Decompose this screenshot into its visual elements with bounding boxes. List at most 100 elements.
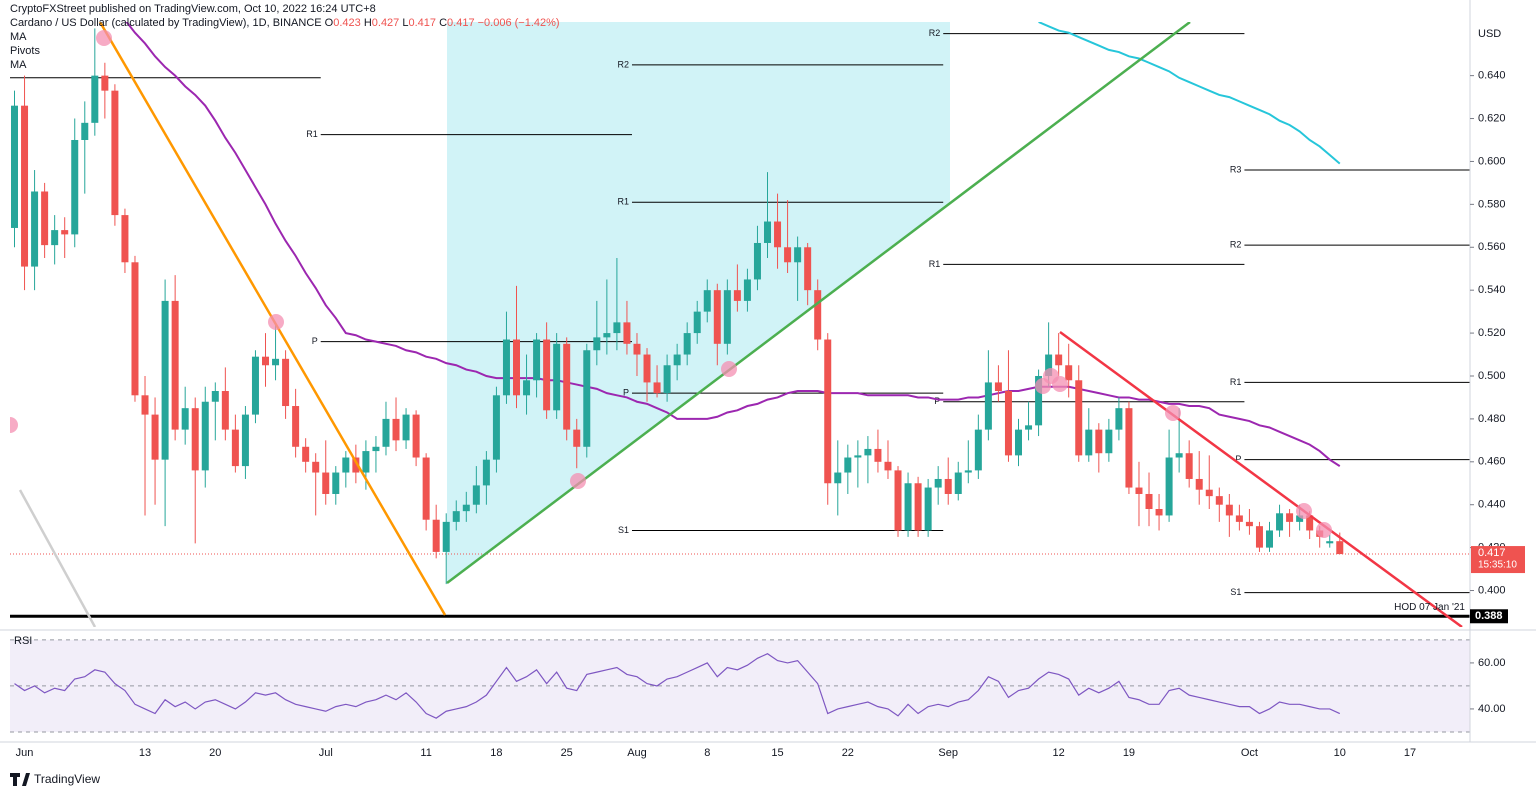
- pivot-label: R1: [1230, 377, 1242, 387]
- candle-body: [1045, 354, 1053, 376]
- y-tick-label: 0.640: [1478, 70, 1506, 82]
- x-tick-label: 22: [842, 747, 854, 759]
- shaded-zone: [447, 22, 950, 583]
- candle-body: [543, 339, 551, 411]
- y-tick-label: 0.460: [1478, 456, 1506, 468]
- candle-body: [111, 90, 119, 216]
- candle-body: [1195, 478, 1203, 490]
- drawing-layer: [10, 22, 1463, 627]
- brand: TradingView: [10, 772, 100, 786]
- last-price-value: 0.417: [1478, 547, 1506, 559]
- candle-body: [11, 105, 18, 228]
- publisher: CryptoFXStreet published on TradingView.…: [10, 3, 376, 15]
- touch-marker: [721, 361, 737, 377]
- level-label: HOD 07 Jan '21: [1394, 602, 1465, 613]
- ohlc-value: 0.427: [371, 17, 400, 29]
- touch-marker: [1316, 522, 1332, 538]
- y-tick-label: 0.440: [1478, 499, 1506, 511]
- axes: USD RSI 0.4000.4200.4400.4600.4800.5000.…: [0, 0, 1536, 759]
- candle-body: [523, 380, 531, 396]
- rsi-tick-label: 40.00: [1478, 703, 1506, 715]
- candle-body: [121, 215, 129, 263]
- candle-body: [1235, 515, 1243, 522]
- trend-line: [18, 489, 97, 627]
- pivot-label: R2: [617, 59, 629, 69]
- candle-body: [221, 391, 229, 430]
- candle-body: [1004, 391, 1012, 456]
- candle-body: [1175, 453, 1183, 458]
- candle-body: [211, 391, 219, 402]
- candle-body: [593, 337, 601, 351]
- x-tick-label: 15: [771, 747, 783, 759]
- pivot-label: P: [934, 396, 940, 406]
- candle-body: [1165, 457, 1173, 516]
- candle-body: [1145, 493, 1153, 510]
- candle-body: [874, 448, 882, 462]
- candle-body: [191, 408, 199, 471]
- x-tick-label: Jun: [16, 747, 34, 759]
- x-tick-label: 20: [209, 747, 221, 759]
- pivot-label: R1: [929, 259, 941, 269]
- x-tick-label: Oct: [1241, 747, 1258, 759]
- candle-body: [412, 414, 420, 458]
- candle-body: [151, 414, 159, 460]
- legend-item: MA: [10, 31, 27, 43]
- trend-line: [1059, 330, 1463, 627]
- candle-body: [713, 290, 721, 344]
- rsi-line: [14, 653, 1341, 719]
- ma-line: [125, 22, 1341, 467]
- candle-body: [1296, 515, 1304, 522]
- candle-body: [743, 279, 751, 301]
- candle-body: [452, 511, 460, 522]
- candle-body: [71, 139, 79, 235]
- candle-body: [131, 262, 139, 396]
- trend-line: [446, 22, 1191, 584]
- candle-body: [21, 105, 29, 267]
- ohlc-label: H: [363, 17, 372, 29]
- candle-body: [462, 504, 470, 512]
- candle-body: [432, 519, 440, 552]
- x-tick-label: 19: [1123, 747, 1135, 759]
- last-price-badge: [1471, 546, 1525, 574]
- candle-body: [764, 221, 771, 243]
- candle-body: [1125, 408, 1133, 488]
- candle-body: [472, 485, 480, 505]
- touch-marker: [570, 473, 586, 489]
- candle-body: [502, 339, 510, 396]
- candle-body: [1025, 425, 1033, 430]
- candle-body: [61, 230, 69, 235]
- candle-body: [262, 356, 269, 366]
- candle-body: [643, 354, 651, 383]
- candle-body: [1155, 509, 1163, 516]
- x-tick-label: 8: [704, 747, 710, 759]
- candle-body: [794, 247, 802, 263]
- rsi-pane: [10, 639, 1470, 733]
- candle-body: [201, 401, 209, 471]
- candle-body: [1336, 541, 1344, 555]
- level-layer: P R1 P R2 R1 P S1 R2 R1 P R3 R2 R1 P S1: [10, 28, 1470, 618]
- candle-body: [974, 429, 982, 471]
- candle-body: [934, 478, 942, 488]
- candle-body: [161, 300, 169, 460]
- background-layer: [447, 22, 950, 583]
- candle-body: [1276, 513, 1284, 531]
- candle-body: [944, 478, 952, 494]
- pivot-label: R2: [929, 28, 941, 38]
- touch-marker: [96, 30, 112, 46]
- candle-body: [603, 333, 611, 338]
- candle-body: [573, 429, 581, 447]
- candle-body: [302, 446, 310, 462]
- x-tick-label: 11: [420, 747, 431, 759]
- candle-body: [231, 429, 239, 467]
- candle-body: [673, 354, 681, 366]
- y-tick-label: 0.620: [1478, 112, 1506, 124]
- ohlc-value: 0.417: [408, 17, 437, 29]
- candle-body: [282, 358, 290, 407]
- candle-body: [804, 247, 812, 291]
- candle-body: [1105, 429, 1113, 454]
- x-tick-label: 17: [1404, 747, 1416, 759]
- candle-body: [964, 470, 972, 473]
- candle-body: [101, 75, 109, 91]
